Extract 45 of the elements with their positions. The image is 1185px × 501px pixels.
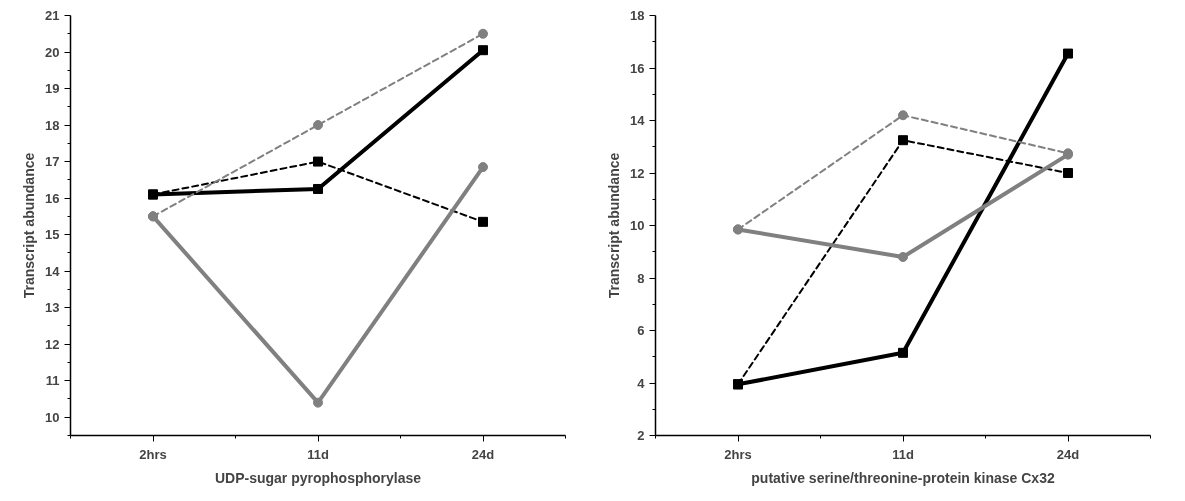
y-tick-label: 18 [45,117,60,133]
y-tick-label: 19 [45,81,60,97]
x-axis-title: putative serine/threonine-protein kinase Cx32 [751,469,1055,486]
y-tick-label: 14 [45,263,61,279]
y-tick-label: 6 [637,323,645,338]
point [1063,48,1073,59]
x-tick-label: 2hrs [724,446,752,462]
point [898,347,908,358]
x-tick-label: 2hrs [139,446,167,462]
point [898,110,908,121]
point [1063,168,1073,178]
y-tick-label: 21 [45,8,60,23]
y-tick-label: 17 [45,154,60,170]
y-tick-label: 2 [637,428,645,443]
y-tick-label: 16 [630,60,645,76]
y-tick-label: 12 [630,165,645,181]
x-axis-title: UDP-sugar pyrophosphorylase [214,469,422,486]
y-axis-title: Transcript abundance [606,152,623,299]
y-tick-label: 10 [630,218,645,233]
point [313,156,323,167]
y-tick-label: 15 [45,227,60,243]
point [478,45,488,56]
y-tick-label: 12 [45,336,60,352]
point [313,397,323,408]
y-tick-label: 8 [637,270,645,286]
y-tick-label: 13 [45,300,60,316]
y-tick-label: 11 [45,373,60,389]
y-tick-label: 16 [45,190,60,206]
y-tick-label: 4 [637,375,646,391]
x-tick-label: 24d [471,446,495,462]
x-tick-label: 11d [892,446,914,462]
y-tick-label: 14 [630,113,646,128]
point [313,120,323,131]
point [478,28,488,39]
point [898,252,908,262]
x-tick-label: 11d [307,446,329,462]
y-tick-label: 20 [45,44,60,60]
y-tick-label: 18 [630,8,645,23]
point [478,216,488,227]
point [898,135,908,146]
y-axis-title: Transcript abundance [21,152,38,299]
y-tick-label: 10 [45,409,60,425]
point [313,183,323,194]
point [478,162,488,173]
x-tick-label: 24d [1056,446,1080,462]
